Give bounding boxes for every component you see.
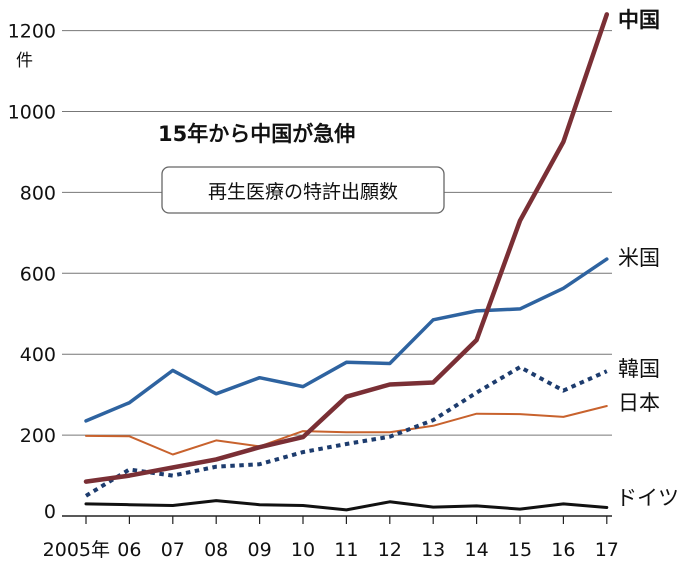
series-label: 韓国 <box>618 357 660 381</box>
x-tick-label: 13 <box>421 539 445 561</box>
y-tick-label: 400 <box>20 344 56 366</box>
x-tick-label: 06 <box>117 539 141 561</box>
x-tick-label: 17 <box>595 539 619 561</box>
series-line <box>85 405 608 456</box>
series-label: 中国 <box>618 8 660 32</box>
y-tick-label: 800 <box>20 182 56 204</box>
series-line <box>84 499 609 512</box>
x-tick-label: 12 <box>378 539 402 561</box>
x-tick-label: 2005年 <box>43 539 110 561</box>
series-line <box>83 12 610 484</box>
subtitle-box <box>161 166 445 214</box>
y-tick-label: 0 <box>44 501 56 523</box>
x-tick-label: 07 <box>161 539 185 561</box>
series-label: 米国 <box>618 246 660 270</box>
x-tick-label: 16 <box>551 539 575 561</box>
x-tick-label: 14 <box>465 539 489 561</box>
x-tick-label: 11 <box>334 539 358 561</box>
series-lines <box>83 12 610 512</box>
series-line <box>84 365 608 498</box>
series-label: ドイツ <box>616 486 679 510</box>
x-axis: 2005年 06 07 08 09 10 11 12 13 14 15 16 17 <box>43 516 619 561</box>
x-tick-label: 08 <box>204 539 228 561</box>
x-tick-label: 09 <box>248 539 272 561</box>
y-tick-label: 1200 <box>8 21 56 43</box>
series-label: 日本 <box>618 391 660 415</box>
y-axis-unit-label: 件 <box>16 51 33 71</box>
y-tick-label: 200 <box>20 425 56 447</box>
chart-subtitle: 再生医療の特許出願数 <box>208 181 398 203</box>
x-tick-label: 15 <box>508 539 532 561</box>
chart-title: 15年から中国が急伸 <box>158 122 355 146</box>
series-line <box>84 257 609 423</box>
y-tick-label: 600 <box>20 263 56 285</box>
y-tick-label: 1000 <box>8 102 56 124</box>
y-axis: 0 200 400 600 800 1000 1200 <box>8 21 56 523</box>
x-tick-label: 10 <box>291 539 315 561</box>
